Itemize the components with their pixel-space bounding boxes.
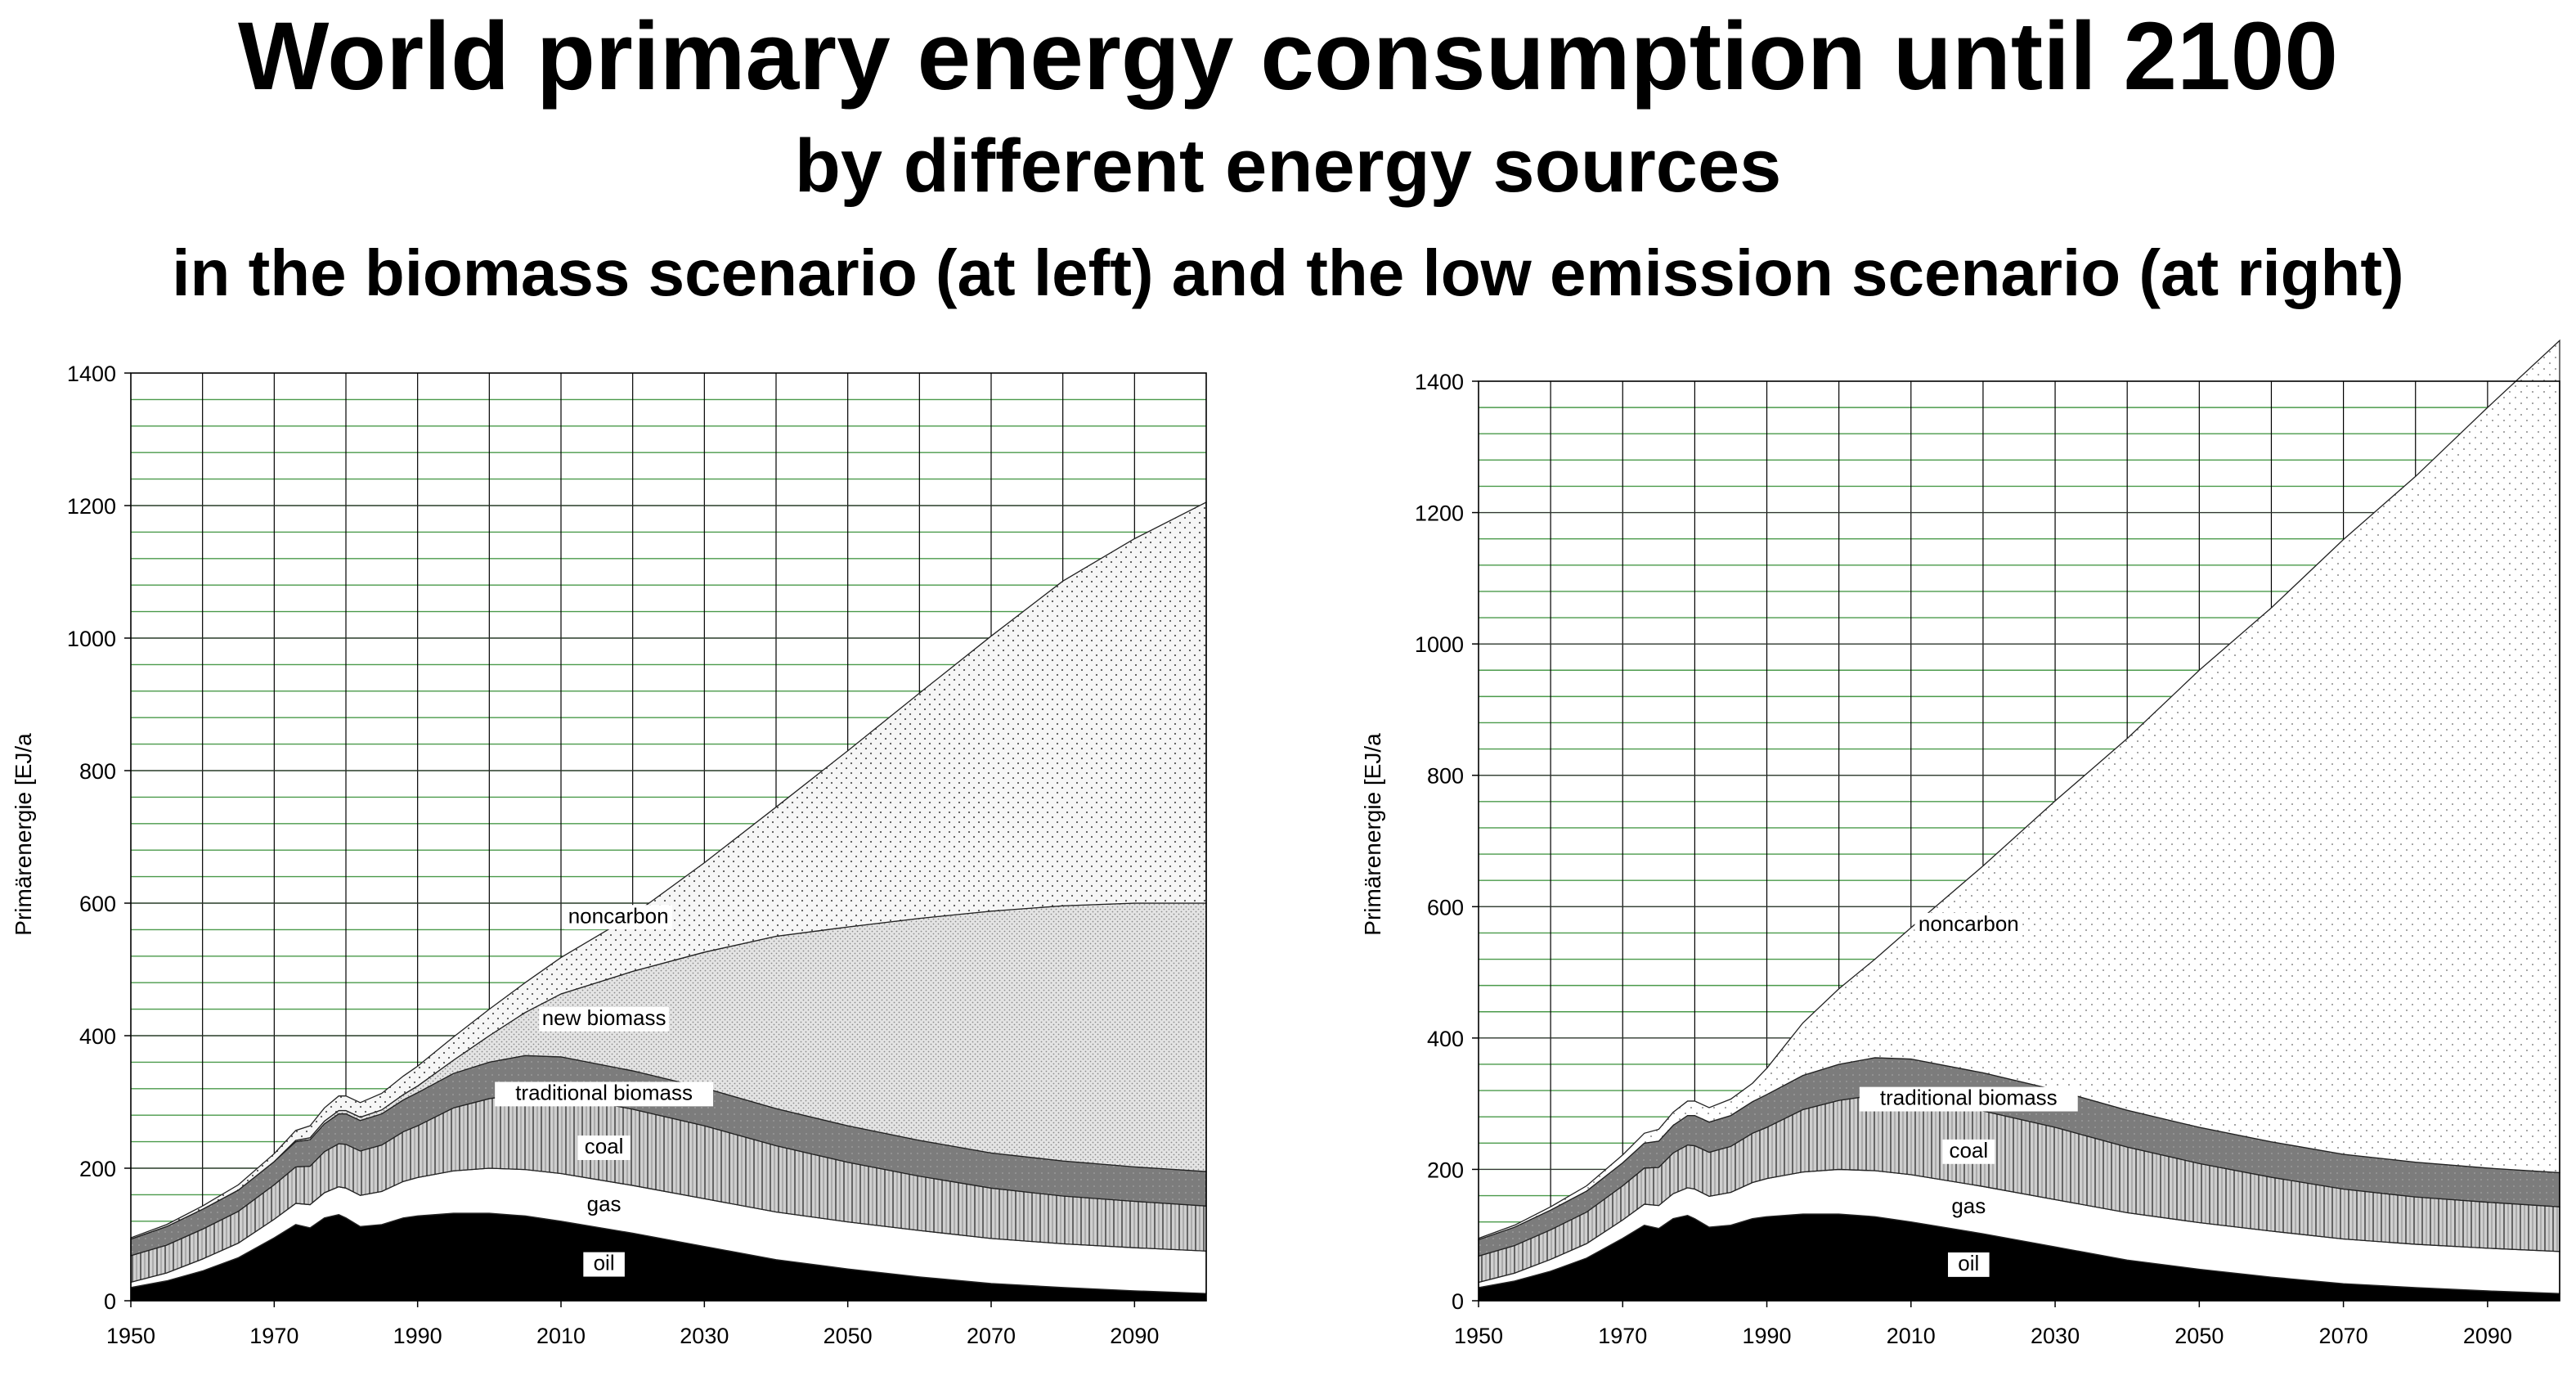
label-bg-noncarbon <box>564 905 672 930</box>
chart-subtitle: by different energy sources <box>794 124 1782 208</box>
y-tick-label: 800 <box>1427 764 1464 789</box>
x-tick-label: 2030 <box>2031 1324 2080 1348</box>
label-gas: gas <box>1951 1194 1986 1218</box>
label-coal: coal <box>1949 1138 1988 1162</box>
plot-frame <box>130 372 1207 1302</box>
chart-low-emission-scenario: 0 200 400 600 800 1000 1200 1400 1950 1970 1990 201… <box>1360 339 2560 1348</box>
label-oil: oil <box>594 1251 615 1275</box>
x-tick-label: 1970 <box>249 1324 298 1348</box>
y-tick-label: 1200 <box>67 494 116 519</box>
y-tick-label: 200 <box>79 1157 116 1181</box>
y-axis-ticks: 0 200 400 600 800 1000 1200 1400 <box>67 362 131 1314</box>
x-tick-label: 2030 <box>680 1324 729 1348</box>
x-tick-label: 1950 <box>106 1324 155 1348</box>
y-axis-label: Primärenergie [EJ/a <box>11 733 36 936</box>
x-tick-label: 2090 <box>2463 1324 2512 1348</box>
label-bg-noncarbon <box>1914 912 2023 938</box>
x-tick-label: 2070 <box>967 1324 1016 1348</box>
x-tick-label: 2010 <box>1887 1324 1936 1348</box>
y-tick-label: 0 <box>1452 1289 1464 1314</box>
y-tick-label: 1000 <box>67 627 116 651</box>
label-noncarbon: noncarbon <box>568 903 669 928</box>
y-tick-label: 1400 <box>1415 370 1464 394</box>
chart-title: World primary energy consumption until 2… <box>237 2 2339 110</box>
y-axis-label: Primärenergie [EJ/a <box>1360 733 1385 936</box>
y-tick-label: 800 <box>79 759 116 784</box>
y-tick-label: 1400 <box>67 362 116 386</box>
x-tick-label: 1970 <box>1598 1324 1647 1348</box>
chart-subtitle-scenarios: in the biomass scenario (at left) and th… <box>172 236 2404 309</box>
label-bg-new-biomass <box>539 1006 669 1032</box>
x-axis-ticks: 1950 1970 1990 2010 2030 2050 2070 2090 <box>106 1301 1159 1348</box>
y-tick-label: 600 <box>79 892 116 916</box>
series-labels: oil gas coal traditional biomass new biomass… <box>495 903 714 1277</box>
stacked-areas <box>1478 339 2560 1302</box>
x-tick-label: 2070 <box>2319 1324 2368 1348</box>
y-tick-label: 600 <box>1427 895 1464 920</box>
label-traditional-biomass: traditional biomass <box>515 1081 693 1105</box>
y-tick-label: 200 <box>1427 1158 1464 1182</box>
label-gas: gas <box>587 1192 622 1216</box>
x-tick-label: 2090 <box>1110 1324 1159 1348</box>
x-tick-label: 2010 <box>536 1324 586 1348</box>
label-bg-gas <box>1948 1195 1990 1221</box>
label-noncarbon: noncarbon <box>1919 911 2019 936</box>
y-tick-label: 400 <box>79 1024 116 1049</box>
y-tick-label: 0 <box>104 1289 116 1314</box>
plot-frame <box>1478 380 2560 1302</box>
label-bg-coal <box>577 1135 631 1160</box>
y-tick-label: 400 <box>1427 1027 1464 1051</box>
label-bg-coal <box>1942 1139 1995 1164</box>
label-new-biomass: new biomass <box>542 1005 666 1030</box>
x-tick-label: 2050 <box>2174 1324 2224 1348</box>
label-bg-gas <box>583 1193 625 1218</box>
x-axis-ticks: 1950 1970 1990 2010 2030 2050 2070 2090 <box>1454 1301 2512 1348</box>
label-bg-oil <box>1948 1252 1990 1277</box>
y-tick-label: 1000 <box>1415 632 1464 657</box>
x-tick-label: 1990 <box>393 1324 442 1348</box>
label-oil: oil <box>1958 1251 1979 1275</box>
label-traditional-biomass: traditional biomass <box>1880 1086 2058 1110</box>
x-tick-label: 2050 <box>824 1324 873 1348</box>
label-coal: coal <box>585 1134 624 1158</box>
x-tick-label: 1990 <box>1742 1324 1791 1348</box>
y-axis-ticks: 0 200 400 600 800 1000 1200 1400 <box>1415 370 1479 1314</box>
label-bg-traditional-biomass <box>1859 1086 2078 1112</box>
area-noncarbon <box>1478 339 2560 1241</box>
y-tick-label: 1200 <box>1415 501 1464 526</box>
label-bg-traditional-biomass <box>495 1081 714 1107</box>
series-labels: oil gas coal traditional biomass noncarbon <box>1859 911 2078 1277</box>
label-bg-oil <box>583 1252 625 1277</box>
x-tick-label: 1950 <box>1454 1324 1503 1348</box>
chart-biomass-scenario: 0 200 400 600 800 1000 1200 1400 1950 1970 1990 201… <box>11 362 1207 1348</box>
